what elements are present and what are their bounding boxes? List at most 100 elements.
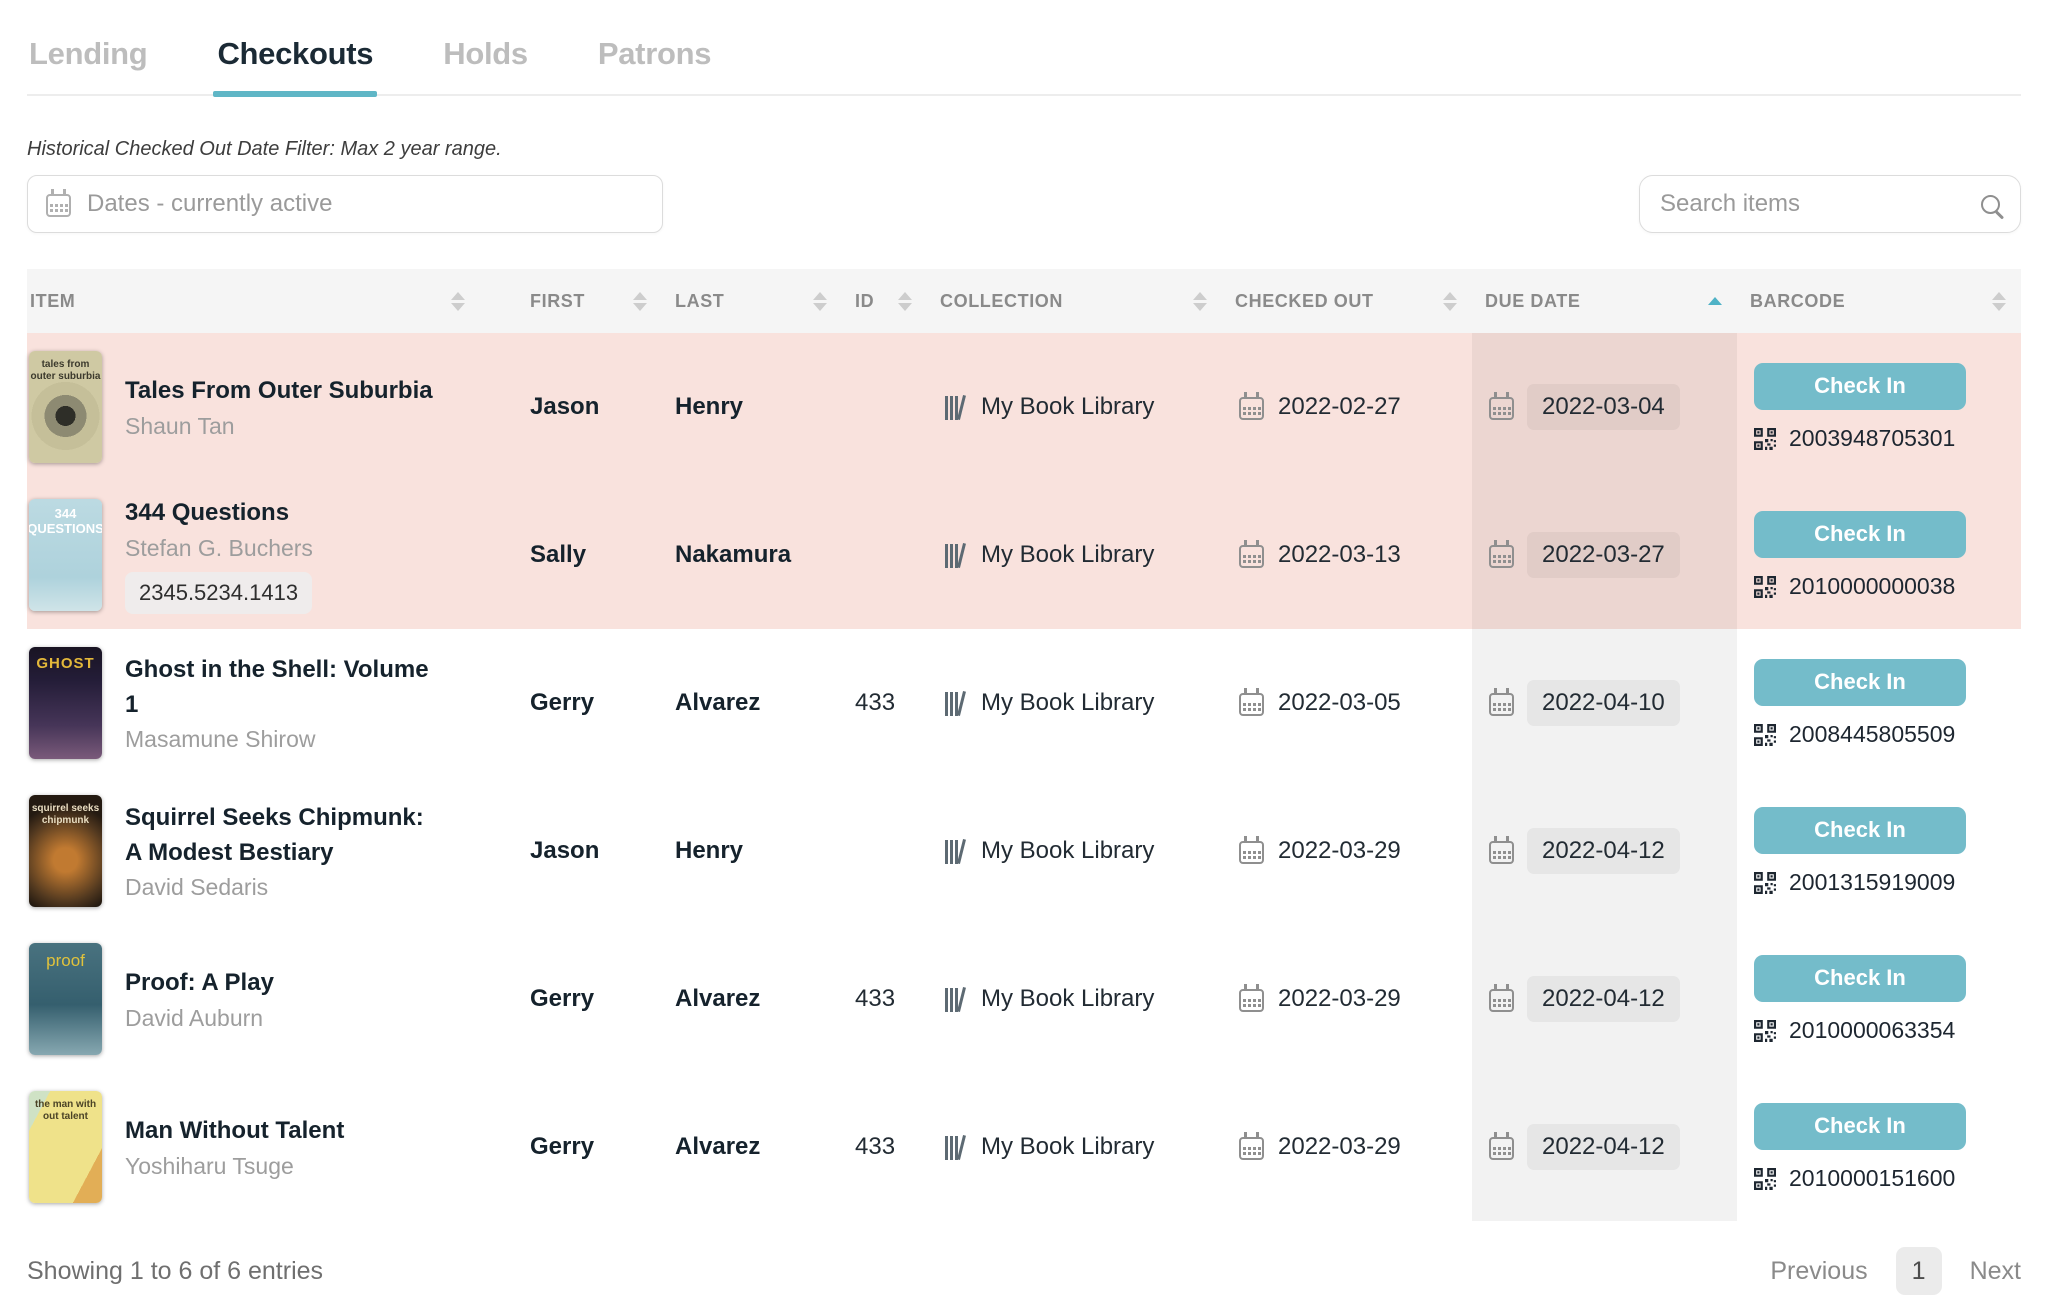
table-row: GHOST Ghost in the Shell: Volume 1 Masam… (27, 629, 2021, 777)
calendar-icon (1239, 1132, 1264, 1160)
table-row: proof Proof: A Play David Auburn Gerry A… (27, 925, 2021, 1073)
search-box[interactable] (1639, 175, 2021, 233)
library-icon (944, 838, 967, 865)
book-author: Shaun Tan (125, 412, 235, 439)
table-row: the man with out talent Man Without Tale… (27, 1073, 2021, 1221)
patron-first-name: Gerry (530, 1133, 595, 1160)
entries-summary: Showing 1 to 6 of 6 entries (27, 1256, 324, 1285)
tab-checkouts[interactable]: Checkouts (213, 22, 378, 97)
patron-id (842, 777, 927, 925)
tab-lending[interactable]: Lending (29, 36, 148, 71)
book-cover: proof (29, 943, 102, 1055)
barcode-number: 2001315919009 (1789, 868, 1956, 895)
due-date: 2022-04-10 (1527, 680, 1680, 726)
column-header-id[interactable]: ID (842, 269, 927, 333)
book-cover: tales from outer suburbia (29, 351, 102, 463)
check-in-button[interactable]: Check In (1754, 954, 1966, 1002)
patron-id (842, 333, 927, 481)
due-date: 2022-04-12 (1527, 1124, 1680, 1170)
book-author: Masamune Shirow (125, 726, 316, 753)
library-icon (944, 690, 967, 717)
date-range-input[interactable] (87, 190, 644, 218)
sort-icon (451, 291, 465, 311)
check-in-button[interactable]: Check In (1754, 1102, 1966, 1150)
column-header-last[interactable]: LAST (662, 269, 842, 333)
checked-out-date: 2022-03-29 (1278, 1133, 1401, 1160)
column-header-item[interactable]: ITEM (27, 269, 517, 333)
patron-last-name: Henry (675, 393, 744, 420)
checked-out-date: 2022-03-29 (1278, 985, 1401, 1012)
checked-out-date: 2022-03-13 (1278, 541, 1401, 568)
patron-last-name: Alvarez (675, 1133, 761, 1160)
collection-name: My Book Library (981, 985, 1155, 1012)
checked-out-date: 2022-03-05 (1278, 689, 1401, 716)
tab-holds[interactable]: Holds (443, 36, 528, 71)
book-author: David Auburn (125, 1004, 264, 1031)
table-row: tales from outer suburbia Tales From Out… (27, 333, 2021, 481)
qr-code-icon (1754, 724, 1776, 746)
previous-page-button[interactable]: Previous (1770, 1256, 1868, 1285)
checked-out-date: 2022-03-29 (1278, 837, 1401, 864)
library-icon (944, 986, 967, 1013)
search-input[interactable] (1660, 190, 1971, 218)
column-header-barcode[interactable]: BARCODE (1737, 269, 2021, 333)
column-header-due-date[interactable]: DUE DATE (1472, 269, 1737, 333)
check-in-button[interactable]: Check In (1754, 658, 1966, 706)
due-date: 2022-04-12 (1527, 828, 1680, 874)
calendar-icon (1239, 540, 1264, 568)
call-number: 2345.5234.1413 (125, 571, 313, 614)
book-title: Tales From Outer Suburbia (125, 377, 433, 405)
library-icon (944, 1134, 967, 1161)
date-filter-note: Historical Checked Out Date Filter: Max … (27, 138, 502, 160)
book-title: Ghost in the Shell: Volume 1 (125, 655, 429, 718)
qr-code-icon (1754, 872, 1776, 894)
collection-name: My Book Library (981, 837, 1155, 864)
sort-icon (898, 291, 912, 311)
next-page-button[interactable]: Next (1969, 1256, 2021, 1285)
qr-code-icon (1754, 1168, 1776, 1190)
book-title: 344 Questions (125, 499, 290, 527)
patron-first-name: Gerry (530, 689, 595, 716)
qr-code-icon (1754, 576, 1776, 598)
barcode-number: 2003948705301 (1789, 424, 1956, 451)
book-title: Squirrel Seeks Chipmunk: A Modest Bestia… (125, 803, 424, 866)
column-header-collection[interactable]: COLLECTION (927, 269, 1222, 333)
patron-last-name: Alvarez (675, 985, 761, 1012)
sort-icon (1193, 291, 1207, 311)
barcode-number: 2008445805509 (1789, 720, 1956, 747)
qr-code-icon (1754, 1020, 1776, 1042)
table-header-row: ITEM FIRST LAST ID COLLECTION CHECKED OU… (27, 269, 2021, 333)
collection-name: My Book Library (981, 1133, 1155, 1160)
book-title: Man Without Talent (125, 1117, 345, 1145)
check-in-button[interactable]: Check In (1754, 362, 1966, 410)
patron-last-name: Nakamura (675, 541, 792, 568)
check-in-button[interactable]: Check In (1754, 806, 1966, 854)
book-title: Proof: A Play (125, 969, 274, 997)
check-in-button[interactable]: Check In (1754, 510, 1966, 558)
page-1-button[interactable]: 1 (1895, 1247, 1942, 1295)
due-date: 2022-03-04 (1527, 384, 1680, 430)
calendar-icon (1489, 984, 1514, 1012)
book-cover: squirrel seeks chipmunk (29, 795, 102, 907)
tab-patrons[interactable]: Patrons (597, 36, 712, 71)
patron-id (842, 481, 927, 629)
calendar-icon (1239, 688, 1264, 716)
date-range-filter[interactable] (27, 175, 663, 233)
table-row: squirrel seeks chipmunk Squirrel Seeks C… (27, 777, 2021, 925)
book-cover: 344 QUESTIONS (29, 499, 102, 611)
patron-id: 433 (855, 689, 896, 716)
column-header-checked-out[interactable]: CHECKED OUT (1222, 269, 1472, 333)
sort-icon (1443, 291, 1457, 311)
patron-first-name: Jason (530, 837, 600, 864)
calendar-icon (1239, 836, 1264, 864)
patron-first-name: Jason (530, 393, 600, 420)
sort-icon (1992, 291, 2006, 311)
qr-code-icon (1754, 428, 1776, 450)
collection-name: My Book Library (981, 393, 1155, 420)
barcode-number: 2010000151600 (1789, 1164, 1956, 1191)
column-header-first[interactable]: FIRST (517, 269, 662, 333)
calendar-icon (1489, 1132, 1514, 1160)
barcode-number: 2010000000038 (1789, 572, 1956, 599)
sort-icon (633, 291, 647, 311)
book-cover: GHOST (29, 647, 102, 759)
